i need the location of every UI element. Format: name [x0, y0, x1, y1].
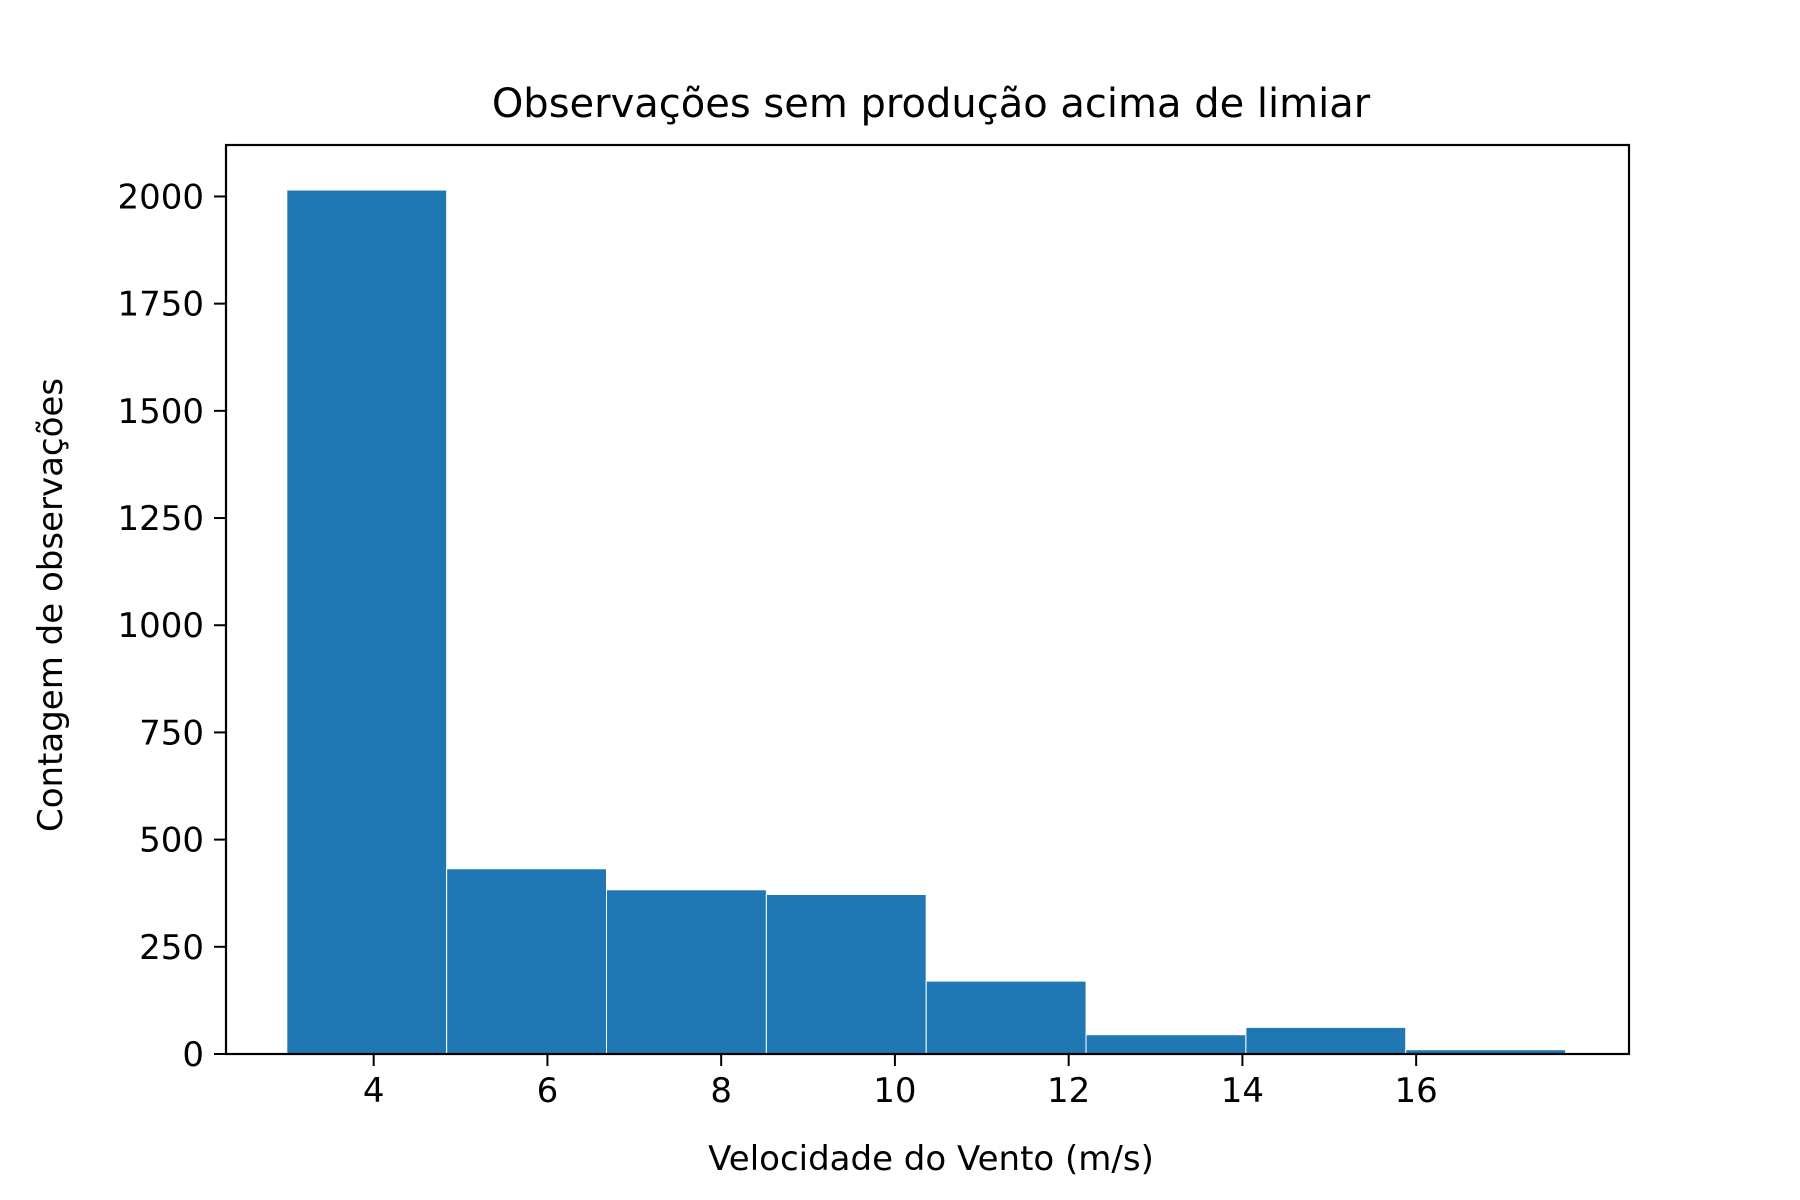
histogram-bar — [925, 980, 1087, 1055]
y-tick-label: 1750 — [117, 285, 204, 325]
y-tick-label: 250 — [139, 928, 204, 968]
y-tick-label: 0 — [182, 1035, 204, 1075]
y-tick-label: 1250 — [117, 499, 204, 539]
y-tick-label: 2000 — [117, 177, 204, 217]
bars-group — [286, 189, 1567, 1055]
chart-title: Observações sem produção acima de limiar — [492, 81, 1371, 127]
x-tick-label: 12 — [1047, 1071, 1090, 1111]
x-tick-label: 6 — [537, 1071, 559, 1111]
y-tick-label: 1500 — [117, 392, 204, 432]
y-axis: 0 250 500 750 1000 1250 1500 1750 2000 — [117, 177, 226, 1075]
histogram-bar — [1085, 1034, 1247, 1055]
histogram-bar — [765, 893, 927, 1055]
histogram-bar — [286, 189, 448, 1055]
x-tick-label: 8 — [710, 1071, 732, 1111]
plot-frame — [224, 143, 1631, 1056]
histogram-bar — [606, 889, 767, 1055]
x-tick-label: 4 — [363, 1071, 385, 1111]
histogram-bar — [1245, 1026, 1407, 1055]
x-tick-label: 16 — [1395, 1071, 1438, 1111]
x-tick-label: 10 — [873, 1071, 916, 1111]
y-tick-label: 750 — [139, 713, 204, 753]
y-tick-label: 1000 — [117, 606, 204, 646]
x-axis-label: Velocidade do Vento (m/s) — [708, 1139, 1154, 1179]
histogram-bar — [446, 868, 608, 1055]
x-axis: 4 6 8 10 12 14 16 — [363, 1054, 1438, 1111]
y-tick-label: 500 — [139, 821, 204, 861]
x-tick-label: 14 — [1221, 1071, 1264, 1111]
y-axis-label: Contagem de observações — [31, 378, 71, 832]
